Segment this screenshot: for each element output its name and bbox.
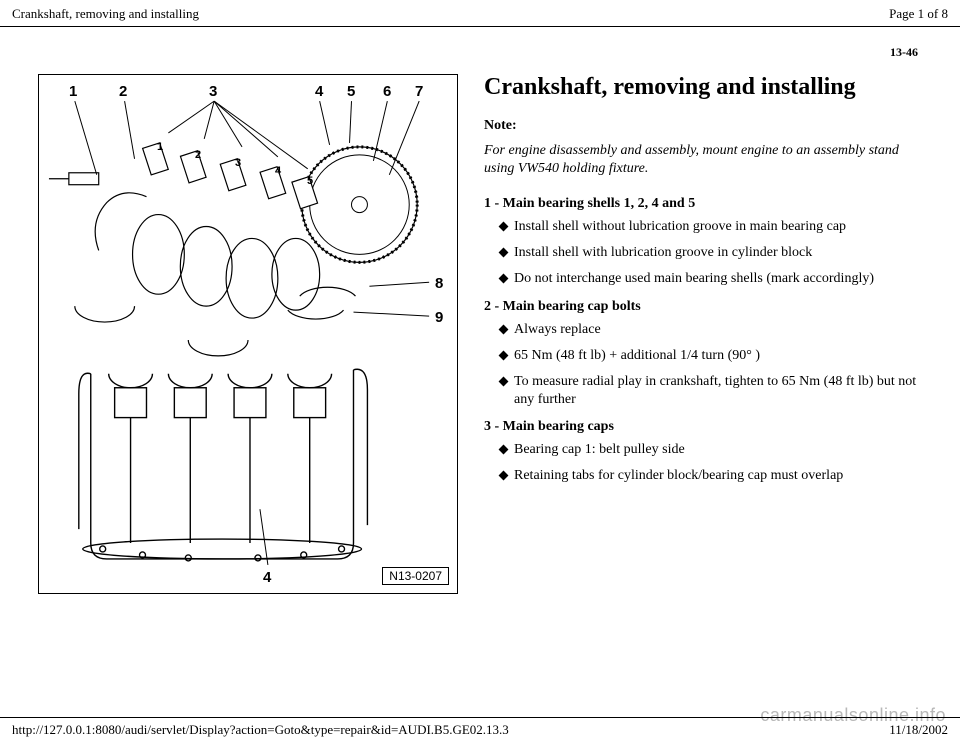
list-item: 2 - Main bearing cap bolts Always replace… bbox=[484, 299, 918, 410]
item-heading: 2 - Main bearing cap bolts bbox=[484, 299, 918, 315]
content-row: 1 2 3 4 5 6 7 8 9 4 1 2 3 4 5 N13-0207 Crankshaft, re… bbox=[0, 60, 960, 594]
figure-column: 1 2 3 4 5 6 7 8 9 4 1 2 3 4 5 N13-0207 bbox=[38, 74, 458, 594]
figure-callout: 2 bbox=[119, 83, 127, 100]
item-heading: 1 - Main bearing shells 1, 2, 4 and 5 bbox=[484, 196, 918, 212]
note-label: Note: bbox=[484, 118, 918, 134]
bullet: Always replace bbox=[500, 321, 918, 339]
figure-callout: 9 bbox=[435, 309, 443, 326]
bullet: Do not interchange used main bearing she… bbox=[500, 270, 918, 288]
figure-callout: 8 bbox=[435, 275, 443, 292]
item-bullets: Bearing cap 1: belt pulley side Retaining… bbox=[484, 441, 918, 485]
bullet: Install shell with lubrication groove in… bbox=[500, 244, 918, 262]
figure-inner-label: 5 bbox=[307, 175, 313, 187]
figure-callout: 6 bbox=[383, 83, 391, 100]
figure-id-label: N13-0207 bbox=[382, 567, 449, 585]
figure-inner-label: 2 bbox=[195, 149, 201, 161]
figure-callout: 5 bbox=[347, 83, 355, 100]
item-bullets: Always replace 65 Nm (48 ft lb) + additio… bbox=[484, 321, 918, 410]
figure-inner-label: 4 bbox=[275, 165, 281, 177]
engine-sketch bbox=[39, 75, 457, 593]
page-title: Crankshaft, removing and installing bbox=[484, 74, 918, 102]
footer-date: 11/18/2002 bbox=[889, 722, 948, 738]
list-item: 1 - Main bearing shells 1, 2, 4 and 5 Ins… bbox=[484, 196, 918, 289]
figure-callout: 4 bbox=[263, 569, 271, 586]
item-bullets: Install shell without lubrication groove… bbox=[484, 218, 918, 289]
figure-callout: 7 bbox=[415, 83, 423, 100]
bullet: Retaining tabs for cylinder block/bearin… bbox=[500, 467, 918, 485]
figure-callout: 1 bbox=[69, 83, 77, 100]
note-body: For engine disassembly and assembly, mou… bbox=[484, 142, 918, 178]
item-heading: 3 - Main bearing caps bbox=[484, 419, 918, 435]
bullet: 65 Nm (48 ft lb) + additional 1/4 turn (… bbox=[500, 347, 918, 365]
page-code: 13-46 bbox=[0, 27, 960, 60]
figure-callout: 4 bbox=[315, 83, 323, 100]
header-bar: Crankshaft, removing and installing Page… bbox=[0, 0, 960, 27]
figure-callout: 3 bbox=[209, 83, 217, 100]
footer-bar: http://127.0.0.1:8080/audi/servlet/Displ… bbox=[0, 717, 960, 738]
header-right: Page 1 of 8 bbox=[889, 6, 948, 22]
figure-inner-label: 1 bbox=[157, 141, 163, 153]
header-left: Crankshaft, removing and installing bbox=[12, 6, 199, 22]
text-column: Crankshaft, removing and installing Note… bbox=[484, 74, 922, 594]
figure-box: 1 2 3 4 5 6 7 8 9 4 1 2 3 4 5 N13-0207 bbox=[38, 74, 458, 594]
figure-inner-label: 3 bbox=[235, 157, 241, 169]
bullet: Install shell without lubrication groove… bbox=[500, 218, 918, 236]
bullet: To measure radial play in crankshaft, ti… bbox=[500, 373, 918, 409]
bullet: Bearing cap 1: belt pulley side bbox=[500, 441, 918, 459]
list-item: 3 - Main bearing caps Bearing cap 1: belt… bbox=[484, 419, 918, 485]
footer-url: http://127.0.0.1:8080/audi/servlet/Displ… bbox=[12, 722, 509, 738]
